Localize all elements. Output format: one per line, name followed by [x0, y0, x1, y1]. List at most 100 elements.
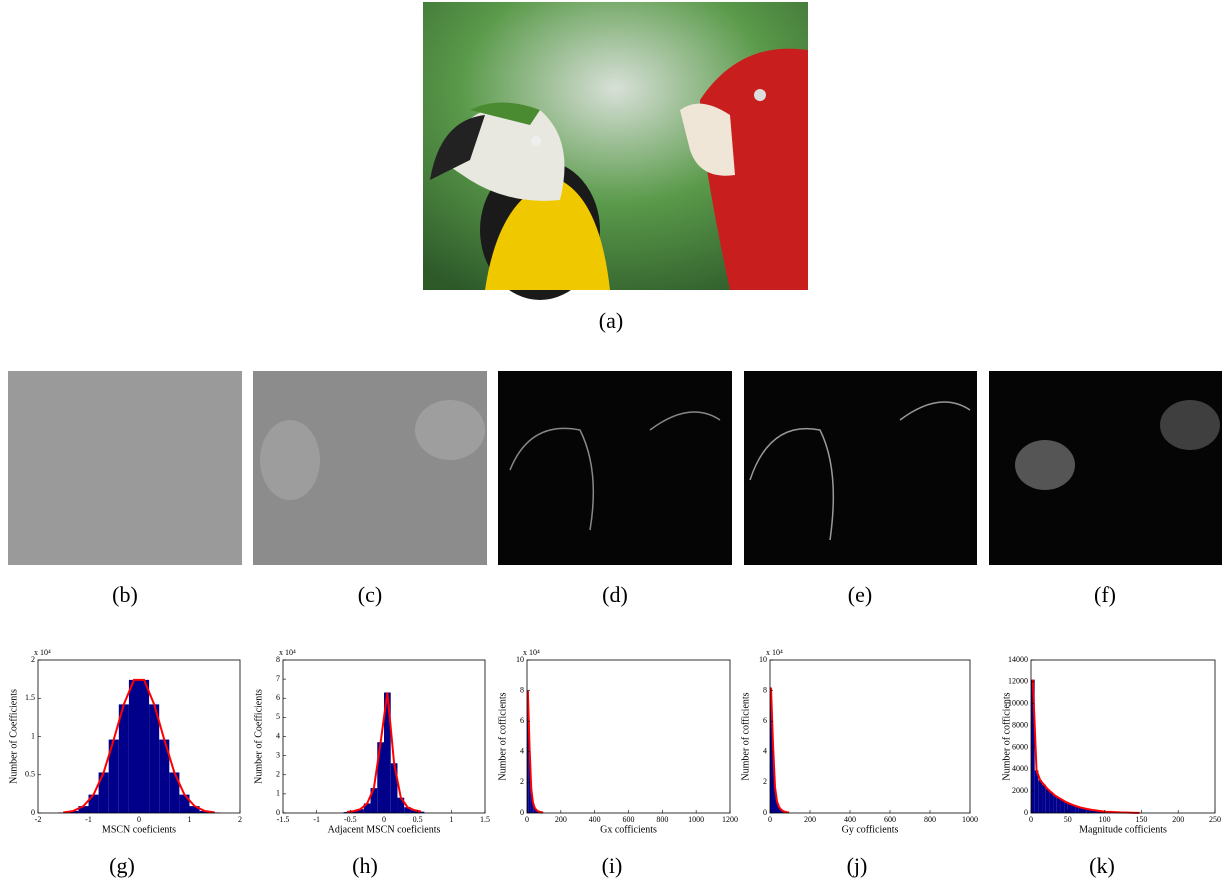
- x-tick-label: -0.5: [344, 815, 357, 824]
- bar: [1046, 789, 1050, 813]
- bar: [1042, 785, 1046, 813]
- x-tick-label: 1: [449, 815, 453, 824]
- y-tick-label: 4: [763, 747, 767, 756]
- x-tick-label: 600: [884, 815, 896, 824]
- x-tick-label: 1: [188, 815, 192, 824]
- x-tick-label: 0: [525, 815, 529, 824]
- photo: [423, 2, 808, 300]
- y-tick-label: 0: [520, 808, 524, 817]
- y-multiplier: x 10⁴: [34, 648, 51, 657]
- x-tick-label: 2: [238, 815, 242, 824]
- x-tick-label: 600: [623, 815, 635, 824]
- y-tick-label: 0.5: [25, 770, 35, 779]
- panel-label: (g): [109, 853, 135, 878]
- x-tick-label: 1000: [962, 815, 978, 824]
- panel-label: (c): [358, 582, 382, 607]
- x-tick-label: 400: [589, 815, 601, 824]
- x-axis-label: Adjacent MSCN coeficients: [328, 824, 441, 835]
- panel-label: (e): [848, 582, 872, 607]
- y-tick-label: 12000: [1008, 677, 1028, 686]
- x-tick-label: 1000: [688, 815, 704, 824]
- y-tick-label: 2: [520, 777, 524, 786]
- y-axis-label: Number of cofficients: [740, 692, 751, 780]
- y-tick-label: 6: [276, 693, 280, 702]
- bar: [1049, 792, 1053, 813]
- panel-label: (b): [112, 582, 138, 607]
- feature-maps: [8, 371, 1222, 565]
- panel-label: (k): [1089, 853, 1115, 878]
- y-tick-label: 0: [31, 808, 35, 817]
- plot-frame: [1031, 660, 1215, 813]
- y-tick-label: 2: [763, 777, 767, 786]
- y-tick-label: 4: [520, 747, 524, 756]
- y-axis-label: Number of cofficients: [1001, 692, 1012, 780]
- x-tick-label: 800: [924, 815, 936, 824]
- x-tick-label: 0: [382, 815, 386, 824]
- bar: [1057, 798, 1061, 813]
- x-tick-label: 100: [1099, 815, 1111, 824]
- x-tick-label: 0: [768, 815, 772, 824]
- bar: [1035, 770, 1039, 813]
- y-tick-label: 1.5: [25, 693, 35, 702]
- x-tick-label: 1.5: [480, 815, 490, 824]
- y-multiplier: x 10⁴: [766, 648, 783, 657]
- y-tick-label: 0: [1024, 808, 1028, 817]
- bar: [1053, 796, 1057, 813]
- x-tick-label: 150: [1135, 815, 1147, 824]
- y-tick-label: 2000: [1012, 786, 1028, 795]
- y-tick-label: 7: [276, 674, 280, 683]
- y-tick-label: 14000: [1008, 655, 1028, 664]
- plot-frame: [527, 660, 730, 813]
- panel-label: (i): [602, 853, 623, 878]
- bar: [129, 680, 139, 813]
- y-tick-label: 6: [520, 716, 524, 725]
- y-tick-label: 0: [276, 808, 280, 817]
- y-tick-label: 2: [276, 770, 280, 779]
- y-tick-label: 8: [763, 685, 767, 694]
- y-tick-label: 5: [276, 712, 280, 721]
- y-tick-label: 8000: [1012, 720, 1028, 729]
- y-axis-label: Number of cofficients: [497, 692, 508, 780]
- y-tick-label: 8: [520, 685, 524, 694]
- x-tick-label: 250: [1209, 815, 1221, 824]
- x-tick-label: 1200: [722, 815, 738, 824]
- panel-label: (h): [352, 853, 378, 878]
- x-tick-label: -1: [85, 815, 92, 824]
- bar: [139, 680, 149, 813]
- x-tick-label: 200: [555, 815, 567, 824]
- x-tick-label: -1: [313, 815, 320, 824]
- x-axis-label: Gx cofficients: [600, 824, 657, 835]
- y-multiplier: x 10⁴: [523, 648, 540, 657]
- y-tick-label: 1: [31, 731, 35, 740]
- x-axis-label: Magnitude cofficients: [1079, 824, 1167, 835]
- bar: [1038, 780, 1042, 813]
- panel-label: (j): [847, 853, 868, 878]
- panel-label: (f): [1094, 582, 1116, 607]
- y-tick-label: 4000: [1012, 764, 1028, 773]
- panel-label: (a): [599, 308, 623, 333]
- x-tick-label: 800: [656, 815, 668, 824]
- x-axis-label: Gy cofficients: [842, 824, 899, 835]
- x-axis-label: MSCN coeficients: [102, 824, 176, 835]
- x-tick-label: 0: [137, 815, 141, 824]
- y-multiplier: x 10⁴: [279, 648, 296, 657]
- y-tick-label: 1: [276, 789, 280, 798]
- y-axis-label: Number of Coefficients: [8, 689, 19, 784]
- x-tick-label: 50: [1064, 815, 1072, 824]
- bar: [149, 704, 159, 813]
- x-tick-label: 400: [844, 815, 856, 824]
- plot-frame: [770, 660, 970, 813]
- y-axis-label: Number of Coefficients: [253, 689, 264, 784]
- y-tick-label: 3: [276, 750, 280, 759]
- x-tick-label: 0.5: [413, 815, 423, 824]
- y-tick-label: 0: [763, 808, 767, 817]
- y-tick-label: 6: [763, 716, 767, 725]
- x-tick-label: 200: [804, 815, 816, 824]
- bar: [1060, 800, 1064, 813]
- x-tick-label: 200: [1172, 815, 1184, 824]
- y-tick-label: 6000: [1012, 742, 1028, 751]
- panel-label: (d): [602, 582, 628, 607]
- x-tick-label: 0: [1029, 815, 1033, 824]
- x-tick-label: -2: [35, 815, 42, 824]
